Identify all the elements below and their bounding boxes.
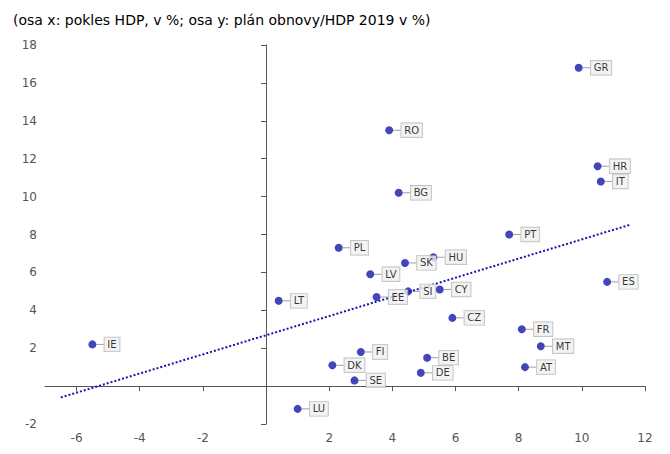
svg-text:14: 14 <box>22 114 37 128</box>
svg-text:-2: -2 <box>197 431 209 445</box>
svg-text:LU: LU <box>313 403 325 414</box>
svg-text:RO: RO <box>404 125 419 136</box>
svg-text:PL: PL <box>354 242 366 253</box>
svg-text:8: 8 <box>29 228 37 242</box>
svg-text:BE: BE <box>442 352 455 363</box>
svg-text:HU: HU <box>448 252 463 263</box>
svg-text:-2: -2 <box>25 417 37 431</box>
svg-text:MT: MT <box>556 341 572 352</box>
svg-text:2: 2 <box>325 431 333 445</box>
svg-text:16: 16 <box>22 76 37 90</box>
svg-text:EE: EE <box>392 292 405 303</box>
svg-text:8: 8 <box>515 431 523 445</box>
svg-text:6: 6 <box>29 265 37 279</box>
svg-text:HR: HR <box>613 161 628 172</box>
svg-text:-4: -4 <box>134 431 146 445</box>
svg-text:LV: LV <box>385 269 396 280</box>
svg-text:4: 4 <box>389 431 397 445</box>
svg-text:IT: IT <box>616 176 626 187</box>
svg-text:FR: FR <box>537 324 550 335</box>
svg-text:4: 4 <box>29 303 37 317</box>
svg-text:BG: BG <box>414 187 428 198</box>
svg-text:GR: GR <box>594 62 609 73</box>
svg-text:2: 2 <box>29 341 37 355</box>
svg-text:SK: SK <box>420 257 433 268</box>
svg-text:12: 12 <box>22 152 37 166</box>
svg-text:-6: -6 <box>71 431 83 445</box>
svg-text:CY: CY <box>455 284 469 295</box>
svg-text:(osa x: pokles HDP, v %; osa y: (osa x: pokles HDP, v %; osa y: plán obn… <box>13 12 430 28</box>
svg-text:SE: SE <box>369 375 382 386</box>
svg-text:12: 12 <box>637 431 652 445</box>
svg-text:10: 10 <box>22 190 37 204</box>
svg-text:IE: IE <box>107 339 116 350</box>
svg-text:18: 18 <box>22 38 37 52</box>
svg-text:FI: FI <box>376 346 385 357</box>
svg-text:CZ: CZ <box>467 312 481 323</box>
svg-text:DK: DK <box>347 360 362 371</box>
svg-text:ES: ES <box>622 276 635 287</box>
svg-text:DE: DE <box>436 367 450 378</box>
svg-text:SI: SI <box>423 286 432 297</box>
svg-text:6: 6 <box>452 431 460 445</box>
svg-text:PT: PT <box>524 229 537 240</box>
svg-text:10: 10 <box>574 431 589 445</box>
svg-text:LT: LT <box>294 295 305 306</box>
svg-text:AT: AT <box>540 362 553 373</box>
